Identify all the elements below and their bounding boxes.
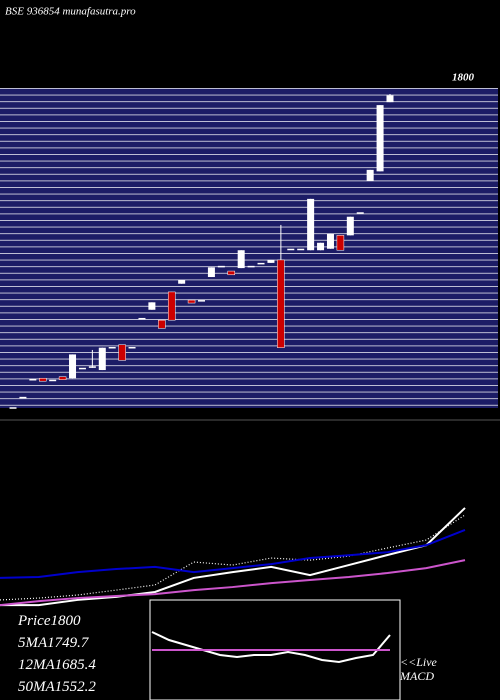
candle-body bbox=[138, 317, 146, 320]
candle-body bbox=[376, 105, 384, 172]
candle-body bbox=[49, 379, 57, 382]
macd-label-box: <<Live MACD bbox=[400, 655, 437, 683]
candle-body bbox=[227, 270, 236, 276]
info-row: Price1800 bbox=[17, 613, 81, 629]
candle-body bbox=[29, 378, 37, 381]
candle-body bbox=[128, 346, 136, 349]
candle-body bbox=[267, 259, 275, 263]
info-value: 1552.2 bbox=[55, 679, 97, 695]
info-value: 1685.4 bbox=[55, 657, 97, 673]
candle-body bbox=[148, 302, 156, 310]
candle-body bbox=[336, 235, 345, 251]
info-label: 12MA bbox=[18, 657, 55, 673]
candle-body bbox=[207, 267, 215, 278]
series-line bbox=[0, 507, 466, 607]
candle-body bbox=[366, 169, 374, 182]
candle-body bbox=[326, 233, 334, 249]
candle-body bbox=[386, 95, 394, 103]
info-value: 1749.7 bbox=[47, 635, 90, 651]
macd-panel bbox=[151, 631, 391, 664]
info-box: Price18005MA1749.712MA1685.450MA1552.2 bbox=[17, 613, 96, 695]
candle-body bbox=[69, 354, 77, 379]
candle-body bbox=[108, 346, 116, 349]
candle-body bbox=[78, 367, 86, 370]
info-row: 50MA1552.2 bbox=[18, 679, 96, 695]
candle-body bbox=[247, 265, 255, 268]
candle-body bbox=[19, 396, 27, 399]
series-line bbox=[0, 514, 466, 601]
series-line bbox=[151, 631, 391, 664]
series-line bbox=[0, 529, 466, 579]
info-label: 50MA bbox=[18, 679, 55, 695]
candle-body bbox=[88, 366, 96, 368]
chart-title: BSE 936854 munafasutra.pro bbox=[5, 6, 136, 18]
info-row: 12MA1685.4 bbox=[18, 657, 96, 673]
candle-body bbox=[346, 216, 354, 236]
candle-body bbox=[58, 376, 67, 380]
candle-body bbox=[118, 344, 126, 361]
series-line bbox=[0, 559, 466, 607]
candle-body bbox=[217, 265, 225, 268]
candle-body bbox=[237, 250, 245, 269]
candle-body bbox=[317, 242, 325, 251]
last-price-label: 1800 bbox=[452, 72, 475, 84]
info-value: 1800 bbox=[50, 613, 81, 629]
price-grid bbox=[0, 88, 498, 408]
candle-body bbox=[356, 212, 364, 214]
macd-label: <<Live MACD bbox=[400, 655, 437, 683]
candle-body bbox=[39, 377, 47, 382]
candle-body bbox=[198, 300, 205, 302]
candle-body bbox=[9, 407, 17, 409]
candle-body bbox=[287, 248, 295, 251]
info-label: 5MA bbox=[18, 635, 48, 651]
candle-body bbox=[307, 198, 315, 251]
candle-body bbox=[187, 299, 196, 304]
candle-body bbox=[178, 280, 186, 284]
candle-body bbox=[98, 347, 106, 371]
candle-body bbox=[257, 262, 265, 265]
candle-body bbox=[158, 319, 166, 329]
info-label: Price bbox=[17, 613, 51, 629]
candle-body bbox=[167, 291, 176, 321]
ma-panel bbox=[0, 507, 466, 607]
candle-body bbox=[277, 259, 285, 348]
info-row: 5MA1749.7 bbox=[18, 635, 90, 651]
candle-body bbox=[297, 248, 305, 251]
